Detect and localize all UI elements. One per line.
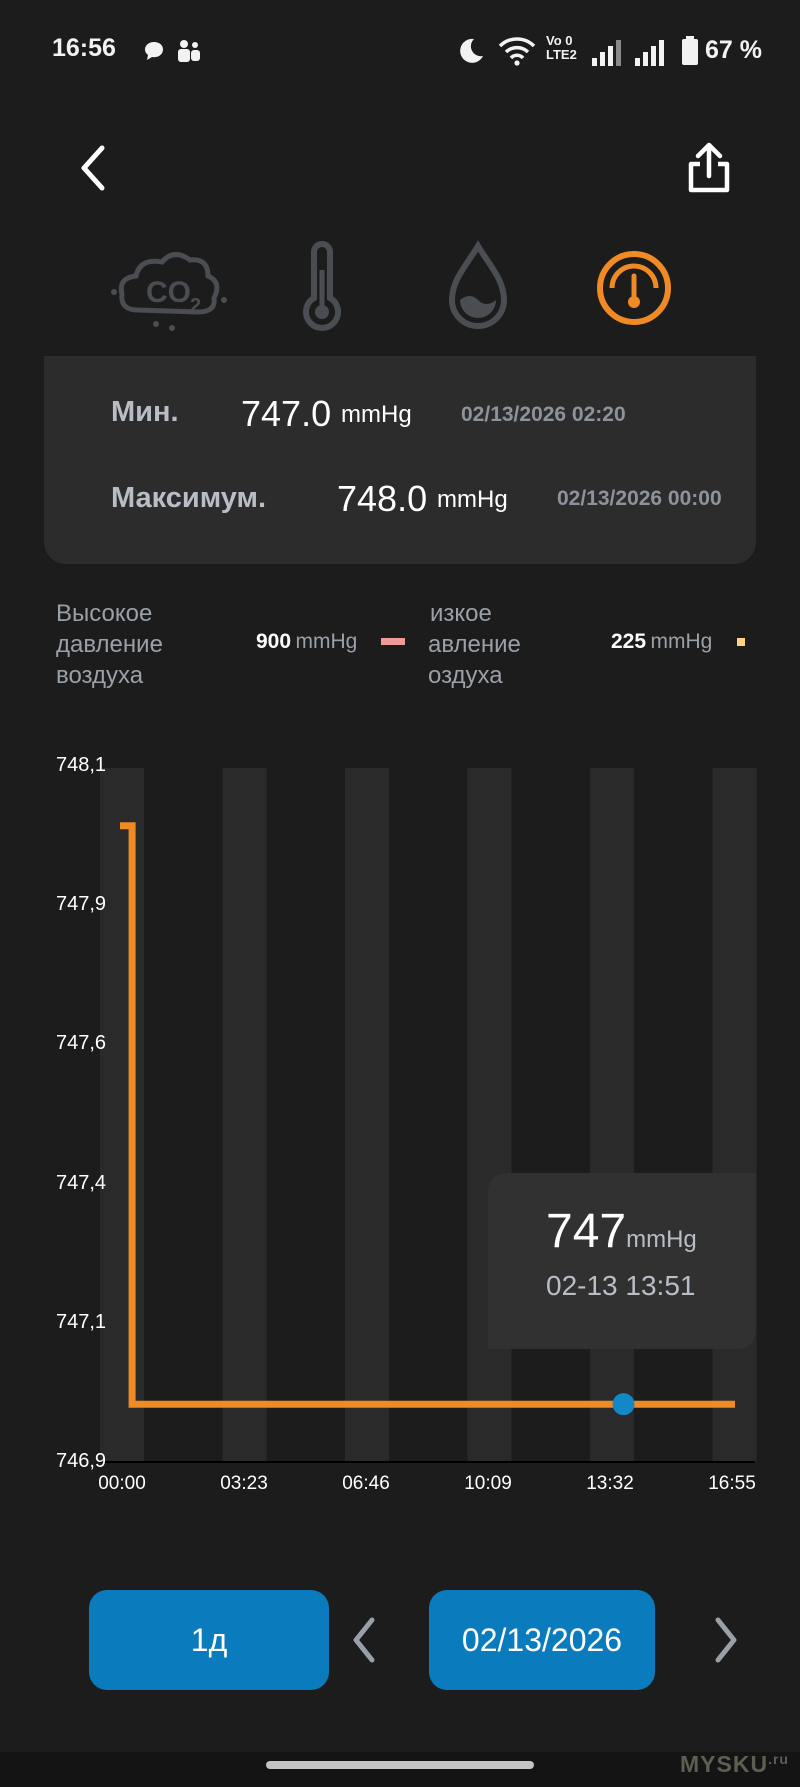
x-tick-label: 13:32: [586, 1473, 634, 1494]
min-time: 02/13/2026 02:20: [461, 403, 626, 426]
y-tick-label: 747,1: [56, 1310, 107, 1333]
tooltip-value: 747mmHg: [546, 1205, 697, 1258]
share-icon: [688, 142, 730, 193]
signal-2-icon: [633, 38, 667, 71]
chart-band: [467, 768, 512, 1462]
legend-high-swatch: [381, 638, 405, 645]
pressure-gauge-icon: [597, 251, 671, 325]
tab-humidity[interactable]: [430, 240, 526, 336]
status-time: 16:56: [52, 34, 116, 62]
chart-tooltip: [488, 1173, 756, 1349]
x-tick-label: 06:46: [342, 1473, 390, 1494]
battery-percent: 67 %: [705, 36, 762, 64]
home-indicator[interactable]: [266, 1761, 534, 1769]
tab-pressure[interactable]: [586, 240, 682, 336]
tab-co2[interactable]: CO 2: [108, 240, 227, 336]
x-tick-label: 03:23: [220, 1473, 268, 1494]
x-tick-label: 16:55: [708, 1473, 756, 1494]
min-label: Мин.: [111, 396, 179, 428]
range-button[interactable]: 1д: [89, 1590, 329, 1690]
co2-icon: CO 2: [111, 252, 227, 331]
summary-card: [44, 356, 756, 564]
chart-band: [345, 768, 389, 1462]
chevron-right-icon: [715, 1617, 737, 1663]
selected-point[interactable]: [612, 1393, 635, 1416]
back-button[interactable]: [70, 140, 120, 196]
y-tick-label: 747,4: [56, 1171, 107, 1194]
y-tick-label: 747,9: [56, 893, 107, 916]
chart-band: [712, 768, 757, 1462]
max-label: Максимум.: [111, 482, 267, 514]
chart-band: [222, 768, 267, 1462]
x-tick-label: 00:00: [98, 1473, 146, 1494]
share-button[interactable]: [680, 140, 738, 196]
series-line: [120, 822, 735, 1408]
wifi-icon: [498, 36, 536, 71]
chevron-left-icon: [353, 1617, 375, 1663]
date-button[interactable]: 02/13/2026: [429, 1590, 655, 1690]
y-tick-label: 747,6: [56, 1032, 107, 1055]
moon-icon: [455, 36, 485, 71]
prev-date-button[interactable]: [340, 1612, 390, 1668]
svg-text:CO: CO: [146, 276, 191, 309]
x-tick-label: 10:09: [464, 1473, 512, 1494]
thermometer-icon: [303, 241, 341, 331]
pressure-chart: [100, 768, 757, 1463]
chart-band: [100, 768, 144, 1462]
legend-high-label: Высокое давление воздуха: [56, 600, 163, 689]
battery-icon: [681, 36, 699, 71]
watermark: MYSKU.ru: [680, 1751, 789, 1777]
chevron-left-icon: [81, 145, 105, 191]
legend-low-value: 225 mmHg: [611, 630, 713, 653]
legend-low-swatch: [737, 638, 745, 646]
legend-low-label: изкое авление оздуха: [428, 600, 521, 689]
min-value: 747.0: [241, 393, 332, 434]
humidity-drop-icon: [448, 240, 508, 329]
volte-icon: Vo 0 LTE2: [546, 33, 577, 62]
y-tick-label: 746,9: [56, 1450, 107, 1472]
y-tick-label: 748,1: [56, 754, 107, 776]
signal-1-icon: [590, 38, 624, 71]
system-nav-bar: [0, 1752, 800, 1787]
tooltip-time: 02-13 13:51: [546, 1270, 696, 1301]
next-date-button[interactable]: [700, 1612, 750, 1668]
legend-high-value: 900 mmHg: [256, 630, 358, 653]
tab-temperature[interactable]: [274, 240, 370, 336]
min-unit: mmHg: [341, 401, 412, 428]
chart-band: [590, 768, 634, 1462]
max-time: 02/13/2026 00:00: [557, 487, 722, 510]
chat-bubble-icon: [143, 40, 165, 67]
max-unit: mmHg: [437, 486, 508, 513]
teams-icon: [176, 38, 202, 69]
max-value: 748.0: [337, 478, 428, 519]
svg-text:2: 2: [190, 295, 201, 317]
